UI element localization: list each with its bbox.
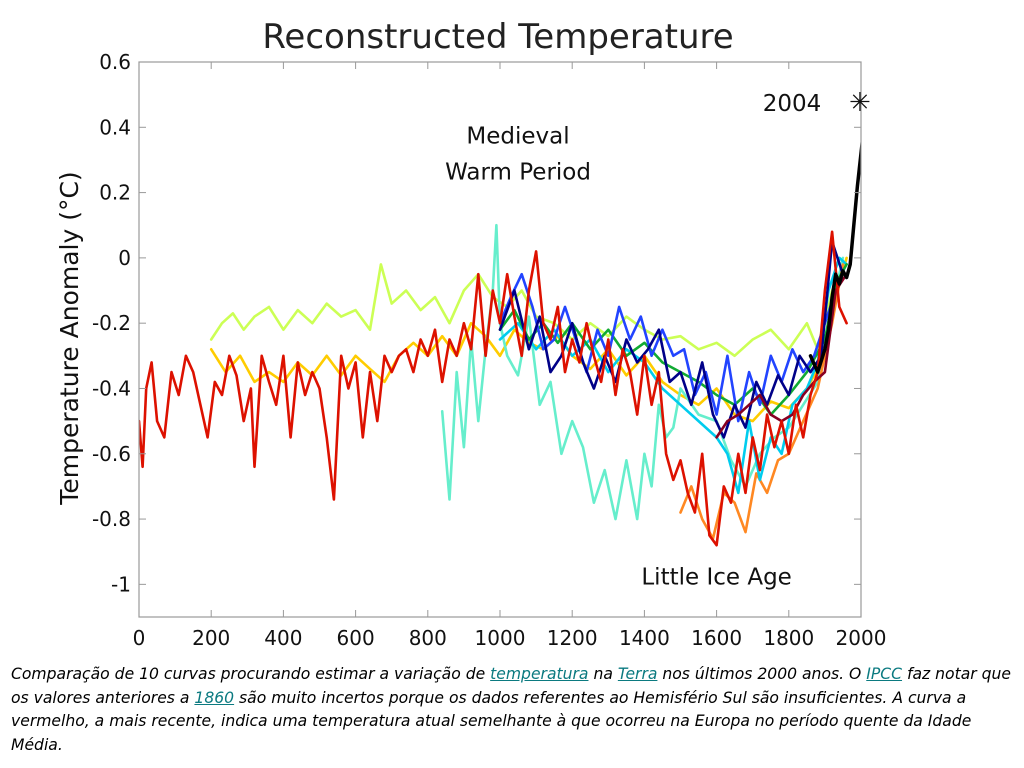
y-tick-label: -0.6 <box>92 442 131 466</box>
chart-annotation: ✳ <box>849 88 871 118</box>
caption-text: faz notar que os valores anteriores a <box>11 665 1012 707</box>
x-tick-label: 1000 <box>475 626 526 650</box>
series-line-6 <box>498 263 848 416</box>
x-tick-label: 1400 <box>619 626 670 650</box>
caption-text: nos últimos 2000 anos. O <box>657 665 867 683</box>
link-terra[interactable]: Terra <box>617 665 658 683</box>
series-line-11 <box>808 139 861 374</box>
figure-caption: Comparação de 10 curvas procurando estim… <box>11 663 1013 757</box>
y-tick-label: -0.2 <box>92 311 131 335</box>
series-line-4 <box>679 263 845 540</box>
y-tick-label: 0.6 <box>99 50 131 74</box>
y-tick-label: 0.4 <box>99 115 131 139</box>
x-tick-label: 600 <box>337 626 375 650</box>
x-tick-label: 1800 <box>763 626 814 650</box>
chart-title: Reconstructed Temperature <box>262 17 733 57</box>
x-tick-label: 1200 <box>547 626 598 650</box>
series-line-10 <box>139 230 848 547</box>
link-1860[interactable]: 1860 <box>194 688 235 707</box>
y-tick-label: 0 <box>118 246 131 270</box>
chart-annotation: 2004 <box>763 91 822 117</box>
caption-text: na <box>588 665 618 683</box>
caption-text: Comparação de 10 curvas procurando estim… <box>11 665 491 683</box>
link-temperatura[interactable]: temperatura <box>490 665 589 683</box>
x-tick-label: 2000 <box>836 626 887 650</box>
y-tick-label: 0.2 <box>99 181 131 205</box>
link-ipcc[interactable]: IPCC <box>866 665 903 683</box>
chart-annotation: Medieval <box>466 124 569 150</box>
x-tick-label: 800 <box>409 626 447 650</box>
y-tick-label: -0.8 <box>92 507 131 531</box>
temperature-chart: Reconstructed Temperature Temperature An… <box>55 17 886 650</box>
y-tick-label: -1 <box>111 572 131 596</box>
y-axis-label: Temperature Anomaly (°C) <box>55 171 84 505</box>
x-tick-label: 200 <box>192 626 230 650</box>
chart-annotation: Warm Period <box>445 160 591 186</box>
plot-area: 0 200 400 600 800 1000 1200 1400 1600 1800 2000 0.6… <box>92 50 886 650</box>
caption-text: são muito incertos porque os dados refer… <box>11 688 972 754</box>
y-tick-label: -0.4 <box>92 376 131 400</box>
x-tick-label: 400 <box>264 626 302 650</box>
x-tick-label: 0 <box>133 626 146 650</box>
x-tick-label: 1600 <box>691 626 742 650</box>
chart-annotation: Little Ice Age <box>641 564 791 590</box>
